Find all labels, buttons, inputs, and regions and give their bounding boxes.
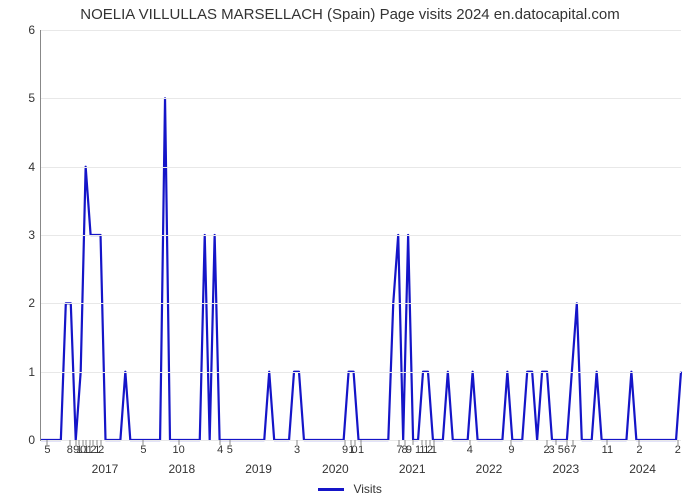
x-value-label: 1 (358, 444, 364, 456)
y-tick-label: 4 (28, 160, 35, 174)
x-year-label: 2023 (552, 462, 579, 476)
y-tick-label: 0 (28, 433, 35, 447)
x-value-label: 4 (467, 444, 473, 456)
x-year-label: 2019 (245, 462, 272, 476)
x-value-label: 5 (44, 444, 50, 456)
gridline (41, 372, 681, 373)
legend-swatch (318, 488, 344, 491)
gridline (41, 235, 681, 236)
x-value-label: 2 (98, 444, 104, 456)
y-tick-label: 2 (28, 296, 35, 310)
x-year-label: 2022 (476, 462, 503, 476)
x-value-label: 5 (227, 444, 233, 456)
x-value-label: 7 (570, 444, 576, 456)
y-tick-label: 3 (28, 228, 35, 242)
x-value-label: 8 (67, 444, 73, 456)
plot-area: 0123456201720182019202020212022202320245… (40, 30, 681, 441)
x-year-label: 2024 (629, 462, 656, 476)
x-year-label: 2018 (168, 462, 195, 476)
x-value-label: 5 (140, 444, 146, 456)
x-value-label: 6 (564, 444, 570, 456)
gridline (41, 98, 681, 99)
legend-label: Visits (353, 482, 381, 496)
x-value-label: 3 (294, 444, 300, 456)
y-tick-label: 1 (28, 365, 35, 379)
x-year-label: 2017 (92, 462, 119, 476)
x-value-label: 2 (675, 444, 681, 456)
x-year-label: 2021 (399, 462, 426, 476)
x-value-label: 4 (217, 444, 223, 456)
x-value-label: 3 5 (549, 444, 564, 456)
x-value-label: 1 (431, 444, 437, 456)
x-value-label: 2 (636, 444, 642, 456)
y-tick-label: 5 (28, 91, 35, 105)
x-value-label: 0 (352, 444, 358, 456)
gridline (41, 30, 681, 31)
x-value-label: 9 (508, 444, 514, 456)
gridline (41, 167, 681, 168)
legend: Visits (0, 482, 700, 496)
x-year-label: 2020 (322, 462, 349, 476)
y-tick-label: 6 (28, 23, 35, 37)
x-value-label: 10 (172, 444, 184, 456)
chart-title: NOELIA VILLULLAS MARSELLACH (Spain) Page… (0, 6, 700, 23)
chart-container: NOELIA VILLULLAS MARSELLACH (Spain) Page… (0, 0, 700, 500)
x-value-label: 9 (342, 444, 348, 456)
gridline (41, 303, 681, 304)
x-value-label: 11 (602, 444, 613, 456)
